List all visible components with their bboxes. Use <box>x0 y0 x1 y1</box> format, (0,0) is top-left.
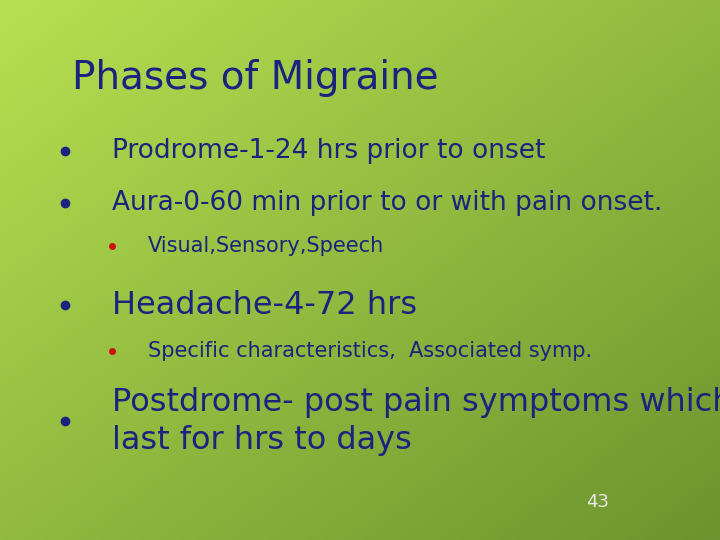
Text: Phases of Migraine: Phases of Migraine <box>72 59 438 97</box>
Text: Specific characteristics,  Associated symp.: Specific characteristics, Associated sym… <box>148 341 592 361</box>
Text: Headache-4-72 hrs: Headache-4-72 hrs <box>112 289 417 321</box>
Text: Visual,Sensory,Speech: Visual,Sensory,Speech <box>148 235 384 256</box>
Text: 43: 43 <box>586 493 609 511</box>
Text: Prodrome-1-24 hrs prior to onset: Prodrome-1-24 hrs prior to onset <box>112 138 545 164</box>
Text: Postdrome- post pain symptoms which
last for hrs to days: Postdrome- post pain symptoms which last… <box>112 387 720 456</box>
Text: Aura-0-60 min prior to or with pain onset.: Aura-0-60 min prior to or with pain onse… <box>112 190 662 215</box>
